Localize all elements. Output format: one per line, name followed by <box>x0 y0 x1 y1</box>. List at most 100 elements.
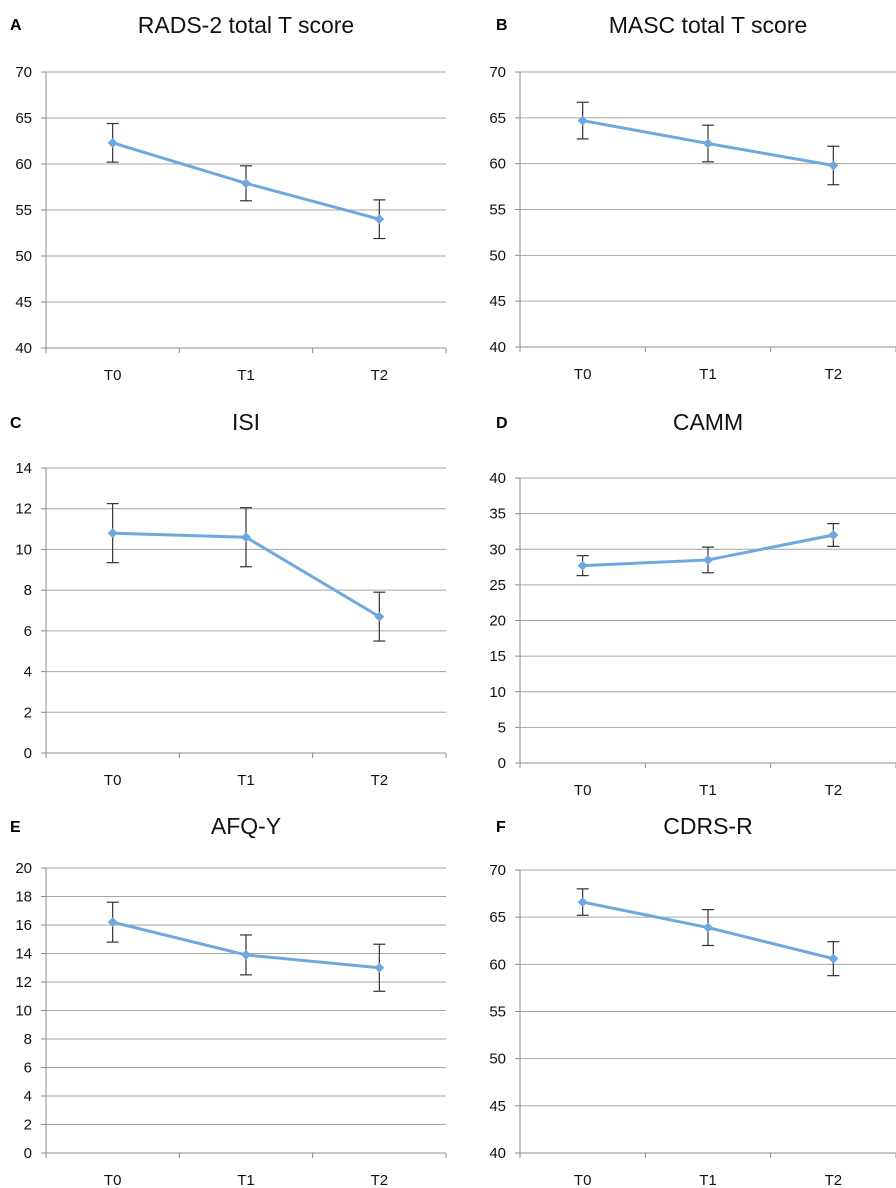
y-tick-label: 40 <box>15 340 32 357</box>
y-tick-label: 45 <box>15 294 32 311</box>
data-point <box>107 528 118 539</box>
data-point <box>703 922 713 933</box>
data-point <box>577 897 588 908</box>
y-tick-label: 0 <box>24 745 32 762</box>
y-tick-label: 40 <box>489 470 506 487</box>
y-tick-label: 60 <box>489 956 506 973</box>
data-point <box>241 178 251 189</box>
x-tick-label: T0 <box>574 1172 592 1188</box>
y-tick-label: 20 <box>15 860 32 877</box>
data-point <box>374 962 385 973</box>
y-tick-label: 12 <box>15 501 32 518</box>
chart-panel-c: C ISI 0 2 4 6 8 10 12 14 T0 T1 T2 <box>10 409 447 789</box>
x-tick-label: T1 <box>237 1172 255 1188</box>
data-point <box>828 530 839 540</box>
y-tick-label: 55 <box>15 202 32 219</box>
chart-title: AFQ-Y <box>211 813 281 839</box>
y-tick-label: 25 <box>489 577 506 594</box>
x-tick-label: T0 <box>574 782 592 799</box>
y-tick-label: 30 <box>489 541 506 558</box>
y-tick-label: 2 <box>24 1117 32 1134</box>
data-point <box>703 554 713 565</box>
x-tick-label: T0 <box>574 366 592 383</box>
y-tick-label: 10 <box>15 541 32 558</box>
x-tick-label: T1 <box>237 772 255 789</box>
y-tick-label: 4 <box>24 664 32 681</box>
y-tick-label: 16 <box>15 917 32 934</box>
y-tick-label: 60 <box>15 156 32 173</box>
y-tick-label: 60 <box>489 156 506 173</box>
y-tick-label: 15 <box>489 648 506 665</box>
x-tick-label: T0 <box>104 1172 122 1188</box>
y-tick-label: 45 <box>489 293 506 310</box>
y-tick-label: 20 <box>489 613 506 630</box>
y-tick-label: 14 <box>15 946 32 963</box>
y-tick-label: 50 <box>489 1051 506 1068</box>
y-tick-label: 8 <box>24 1031 32 1048</box>
chart-panel-a: A RADS-2 total T score 40 45 50 55 60 65 70 T0 T1 T… <box>10 12 447 384</box>
x-tick-label: T2 <box>825 782 843 799</box>
y-tick-label: 70 <box>15 64 32 81</box>
y-tick-label: 5 <box>498 719 506 736</box>
chart-title: CDRS-R <box>663 813 752 839</box>
panel-letter: A <box>10 17 22 34</box>
data-point <box>107 917 118 928</box>
x-tick-label: T2 <box>371 1172 389 1188</box>
y-tick-label: 10 <box>489 684 506 701</box>
data-point <box>577 115 588 126</box>
y-tick-label: 2 <box>24 704 32 721</box>
data-point <box>374 611 385 622</box>
panel-letter: C <box>10 415 22 432</box>
y-tick-label: 70 <box>489 862 506 879</box>
x-tick-label: T1 <box>237 367 255 384</box>
y-tick-label: 65 <box>15 110 32 127</box>
chart-panel-e: E AFQ-Y 0 2 4 6 8 10 12 14 16 18 20 T0 T1 T2 <box>10 813 447 1188</box>
y-tick-label: 0 <box>498 755 506 772</box>
y-tick-label: 6 <box>24 1060 32 1077</box>
y-tick-label: 45 <box>489 1098 506 1115</box>
chart-title: ISI <box>232 409 260 435</box>
y-tick-label: 40 <box>489 339 506 356</box>
panel-letter: B <box>496 17 508 34</box>
x-tick-label: T0 <box>104 367 122 384</box>
x-tick-label: T1 <box>699 782 717 799</box>
chart-panel-f: F CDRS-R 40 45 50 55 60 65 70 T0 T1 T2 <box>489 813 896 1188</box>
y-tick-label: 18 <box>15 889 32 906</box>
y-tick-label: 12 <box>15 974 32 991</box>
y-tick-label: 6 <box>24 623 32 640</box>
data-point <box>828 160 839 171</box>
y-tick-label: 50 <box>15 248 32 265</box>
panel-letter: D <box>496 415 508 432</box>
panel-letter: F <box>496 819 506 836</box>
y-tick-label: 0 <box>24 1145 32 1162</box>
chart-title: CAMM <box>673 409 743 435</box>
chart-title: RADS-2 total T score <box>138 12 354 38</box>
chart-panel-b: B MASC total T score 40 45 50 55 60 65 70 T0 T1 T2 <box>489 12 896 383</box>
y-tick-label: 14 <box>15 460 32 477</box>
chart-panel-d: D CAMM 0 5 10 15 20 25 30 35 40 T0 T1 T2 <box>489 409 896 799</box>
y-tick-label: 8 <box>24 582 32 599</box>
data-point <box>241 949 251 960</box>
y-tick-label: 4 <box>24 1088 32 1105</box>
x-tick-label: T1 <box>699 366 717 383</box>
y-tick-label: 55 <box>489 202 506 219</box>
data-point <box>241 532 251 543</box>
data-point <box>577 560 588 571</box>
y-tick-label: 50 <box>489 247 506 264</box>
x-tick-label: T2 <box>371 367 389 384</box>
y-tick-label: 65 <box>489 909 506 926</box>
x-tick-label: T2 <box>371 772 389 789</box>
y-tick-label: 70 <box>489 64 506 81</box>
y-tick-label: 65 <box>489 110 506 127</box>
data-point <box>828 953 839 964</box>
y-tick-label: 55 <box>489 1004 506 1021</box>
x-tick-label: T2 <box>825 1172 843 1188</box>
y-tick-label: 40 <box>489 1145 506 1162</box>
panel-letter: E <box>10 819 21 836</box>
y-tick-label: 10 <box>15 1003 32 1020</box>
data-point <box>107 137 118 148</box>
y-tick-label: 35 <box>489 506 506 523</box>
x-tick-label: T0 <box>104 772 122 789</box>
chart-title: MASC total T score <box>609 12 808 38</box>
